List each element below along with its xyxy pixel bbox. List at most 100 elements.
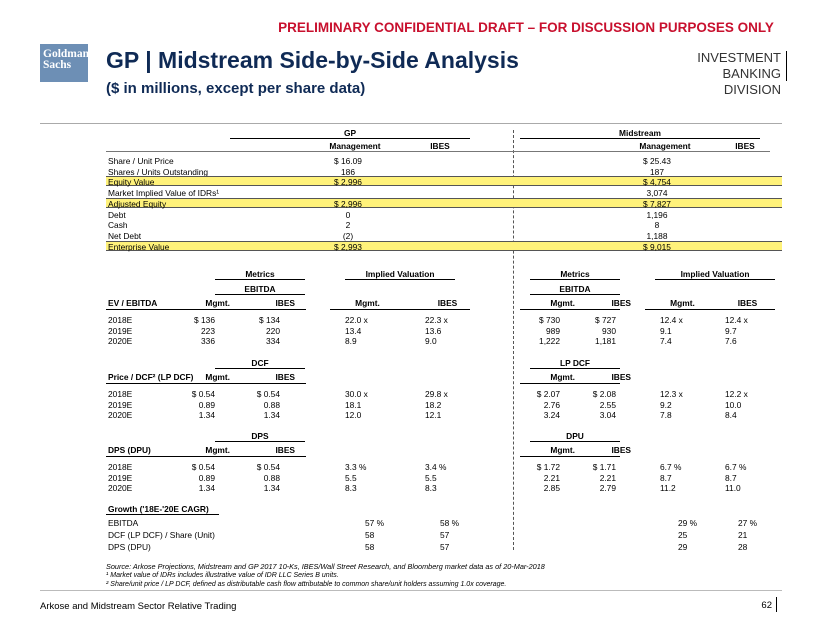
page-title: GP | Midstream Side-by-Side Analysis (106, 47, 519, 73)
row-year: 2018E (108, 389, 133, 399)
cap-row-gp-value: $ 2,993 (334, 241, 362, 252)
gp-implied-ibes-value: 12.1 (425, 410, 442, 420)
rule (215, 441, 305, 442)
midstream-ibes-col: IBES (735, 141, 755, 151)
header-rule (40, 123, 782, 124)
gp-mgmt-value: $ 0.54 (191, 462, 215, 472)
rule (520, 383, 620, 384)
gp-implied-header: Implied Valuation (365, 269, 435, 279)
gp-implied-mgmt-col: Mgmt. (355, 298, 380, 308)
midstream-implied-ibes-col: IBES (737, 298, 758, 308)
gp-implied-mgmt-value: 5.5 (345, 472, 357, 483)
midstream-header-rule (520, 138, 760, 139)
rule (345, 279, 455, 280)
cap-row-label: Net Debt (108, 230, 142, 241)
rule (106, 514, 219, 515)
gp-ibes-value: $ 0.54 (256, 389, 280, 399)
midstream-implied-ibes-value: 7.6 (725, 336, 737, 346)
gp-ibes-col: IBES (430, 141, 450, 151)
growth-gp-ibes: 57 (440, 530, 450, 540)
cap-row-label: Enterprise Value (108, 241, 170, 252)
midstream-implied-mgmt-value: 9.1 (660, 325, 672, 336)
gp-ibes-value: 0.88 (263, 472, 280, 483)
midstream-mgmt-col: Mgmt. (550, 298, 575, 308)
midstream-mgmt-value: 2.76 (543, 399, 560, 410)
cap-row-label: Equity Value (108, 177, 155, 188)
section-row-label: Price / DCF² (LP DCF) (108, 372, 194, 382)
gp-mgmt-value: 336 (201, 336, 215, 346)
growth-gp-mgmt: 58 (365, 530, 375, 540)
growth-row-label: DCF (LP DCF) / Share (Unit) (108, 530, 215, 540)
midstream-ibes-col: IBES (611, 445, 631, 455)
growth-row-label: DPS (DPU) (108, 542, 151, 552)
midstream-implied-ibes-value: 10.0 (725, 399, 742, 410)
cap-row-midstream-value: $ 25.43 (643, 156, 671, 166)
cap-row-midstream-value: 1,196 (646, 209, 668, 220)
midstream-mgmt-value: 3.24 (543, 410, 560, 420)
footer-rule (40, 590, 782, 591)
rule (520, 456, 620, 457)
gp-implied-mgmt-value: 18.1 (345, 399, 362, 410)
logo-line-2: Sachs (43, 59, 72, 71)
growth-midstream-ibes: 27 % (738, 518, 758, 528)
highlight-band (106, 176, 782, 187)
midstream-ibes-value: 2.21 (599, 472, 616, 483)
gp-mgmt-value: 1.34 (198, 483, 215, 493)
midstream-metrics-header: Metrics (560, 269, 590, 279)
cap-row-midstream-value: 8 (654, 220, 660, 231)
column-divider (513, 130, 514, 550)
midstream-group-header: Midstream (619, 128, 661, 138)
gp-ibes-value: 220 (266, 325, 280, 336)
cap-row-midstream-value: 1,188 (646, 230, 668, 241)
gp-implied-ibes-value: 22.3 x (425, 315, 448, 325)
midstream-ibes-value: 2.79 (599, 483, 616, 493)
rule (645, 309, 775, 310)
midstream-implied-mgmt-value: 12.4 x (660, 315, 683, 325)
gp-implied-mgmt-value: 30.0 x (345, 389, 368, 399)
division-label: INVESTMENT BANKING DIVISION (655, 50, 781, 98)
rule (530, 368, 620, 369)
growth-midstream-mgmt: 25 (678, 530, 688, 540)
row-year: 2020E (108, 483, 133, 493)
cap-row-midstream-value: 3,074 (646, 188, 668, 199)
cap-row-midstream-value: $ 7,827 (643, 198, 671, 209)
midstream-ibes-value: 930 (602, 325, 616, 336)
rule (106, 456, 306, 457)
cap-row-label: Cash (108, 220, 128, 231)
midstream-ibes-value: $ 2.08 (592, 389, 616, 399)
cap-row-gp-value: (2) (342, 230, 354, 241)
gp-ibes-value: $ 134 (259, 315, 280, 325)
midstream-implied-mgmt-value: 7.4 (660, 336, 672, 346)
midstream-ibes-value: 3.04 (599, 410, 616, 420)
midstream-implied-mgmt-value: 9.2 (660, 399, 672, 410)
gp-mgmt-value: 1.34 (198, 410, 215, 420)
growth-gp-ibes: 57 (440, 542, 450, 552)
cap-row-midstream-value: $ 4,754 (643, 177, 671, 188)
midstream-implied-ibes-value: 12.2 x (725, 389, 748, 399)
division-line-2: DIVISION (723, 82, 781, 97)
cap-row-gp-value: 0 (345, 209, 351, 220)
row-year: 2020E (108, 410, 133, 420)
growth-header: Growth ('18E-'20E CAGR) (108, 504, 209, 514)
midstream-implied-mgmt-value: 8.7 (660, 472, 672, 483)
row-year: 2019E (108, 325, 133, 336)
midstream-ibes-value: 2.55 (599, 399, 616, 410)
cap-row-gp-value: $ 2,996 (334, 198, 362, 209)
midstream-management-col: Management (639, 141, 691, 151)
gp-implied-mgmt-value: 12.0 (345, 410, 362, 420)
midstream-mgmt-value: 2.85 (543, 483, 560, 493)
gp-implied-ibes-col: IBES (437, 298, 458, 308)
division-divider (786, 51, 787, 81)
midstream-mgmt-col: Mgmt. (550, 372, 575, 382)
gp-implied-mgmt-value: 8.3 (345, 483, 357, 493)
gp-implied-ibes-value: 29.8 x (425, 389, 448, 399)
midstream-implied-ibes-value: 8.4 (725, 410, 737, 420)
gp-ibes-col: IBES (275, 445, 295, 455)
highlight-band (106, 240, 782, 251)
cap-row-gp-value: 186 (341, 166, 355, 177)
gp-group-header: GP (343, 128, 357, 138)
gp-implied-ibes-value: 18.2 (425, 399, 442, 410)
midstream-metric-name: LP DCF (559, 358, 591, 368)
midstream-ibes-col: IBES (611, 298, 631, 308)
rule (530, 279, 620, 280)
